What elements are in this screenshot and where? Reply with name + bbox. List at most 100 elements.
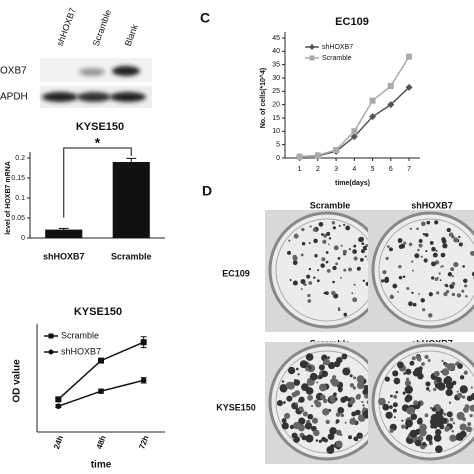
- colony: [389, 294, 395, 300]
- colony: [434, 220, 439, 225]
- colony: [452, 422, 456, 425]
- colony: [292, 260, 298, 266]
- x-axis-label: time: [91, 460, 112, 471]
- x-tick-label: 1: [298, 166, 302, 173]
- y-tick-label: 30: [272, 75, 280, 82]
- legend-marker: [48, 333, 54, 339]
- colony: [307, 293, 311, 298]
- band: [112, 66, 140, 76]
- colony: [439, 424, 445, 430]
- colony: [467, 422, 472, 426]
- colony: [417, 417, 423, 423]
- colony: [347, 397, 351, 402]
- colony: [387, 401, 390, 404]
- colony: [434, 429, 442, 436]
- colony: [324, 291, 329, 296]
- colony: [404, 385, 413, 394]
- colony: [314, 254, 318, 258]
- colony: [356, 393, 361, 399]
- colony: [439, 378, 442, 381]
- colony: [453, 262, 459, 268]
- colony: [287, 366, 296, 375]
- annotation: *: [95, 135, 101, 151]
- colony: [422, 308, 426, 312]
- x-tick-label: 24h: [52, 434, 65, 450]
- colony: [395, 390, 399, 394]
- colony: [356, 375, 365, 383]
- colony: [353, 256, 358, 261]
- y-tick-label: 35: [272, 62, 280, 69]
- marker: [98, 357, 104, 364]
- colony: [343, 223, 346, 226]
- colony: [446, 411, 453, 418]
- y-axis-label: No. of cells(*10^4): [259, 68, 267, 129]
- significance-bracket: [63, 147, 132, 218]
- colony: [323, 233, 328, 238]
- colony: [393, 377, 401, 385]
- colony: [451, 275, 454, 278]
- colony: [325, 251, 329, 254]
- colony: [276, 400, 283, 407]
- colony: [301, 435, 307, 441]
- colony: [401, 424, 406, 429]
- colony: [433, 424, 438, 429]
- colony: [434, 277, 439, 281]
- band: [77, 92, 111, 102]
- colony: [390, 394, 393, 398]
- legend-label: Scramble: [322, 55, 352, 62]
- colony: [412, 369, 420, 377]
- colony: [295, 402, 299, 406]
- colony: [465, 295, 468, 298]
- colony: [300, 279, 306, 285]
- colony: [451, 430, 455, 433]
- colony: [341, 353, 348, 360]
- colony: [311, 417, 319, 424]
- colony: [319, 383, 327, 392]
- colony: [398, 240, 401, 243]
- colony: [405, 377, 410, 381]
- colony: [320, 263, 325, 268]
- colony: [363, 384, 370, 391]
- colony: [309, 356, 312, 360]
- marker: [140, 339, 147, 346]
- colony: [313, 276, 316, 279]
- legend-marker: [48, 349, 54, 355]
- colony: [393, 394, 398, 399]
- colony: [406, 286, 410, 291]
- colony: [343, 268, 347, 272]
- colony: [318, 374, 323, 380]
- colony: [362, 404, 365, 407]
- chart-title: KYSE150: [74, 306, 122, 318]
- colony: [456, 411, 465, 421]
- colony: [283, 401, 286, 404]
- colony: [345, 225, 351, 231]
- colony: [393, 416, 396, 419]
- colony: [423, 258, 428, 263]
- colony: [397, 361, 404, 369]
- marker: [387, 101, 395, 109]
- colony: [441, 368, 450, 376]
- marker: [296, 153, 303, 160]
- colony: [418, 239, 423, 243]
- colony: [290, 387, 293, 390]
- colony: [336, 356, 343, 364]
- colony: [322, 398, 328, 404]
- colony: [284, 412, 291, 419]
- colony: [433, 370, 440, 377]
- colony: [356, 266, 361, 271]
- colony: [349, 374, 353, 378]
- colony: [416, 227, 419, 231]
- colony: [365, 243, 369, 247]
- colony-panel: Scramble shHOXB7 Scramble shHOXB7 EC109 …: [216, 200, 474, 464]
- colony: [298, 417, 306, 425]
- colony: [435, 249, 438, 252]
- marker: [55, 396, 62, 403]
- colony: [313, 238, 318, 244]
- colony: [314, 401, 317, 404]
- colony: [315, 439, 319, 442]
- lane-label: Blank: [123, 22, 140, 47]
- colony: [445, 381, 454, 390]
- legend-label: Scramble: [61, 330, 99, 340]
- colony: [306, 274, 311, 279]
- colony: [301, 241, 306, 246]
